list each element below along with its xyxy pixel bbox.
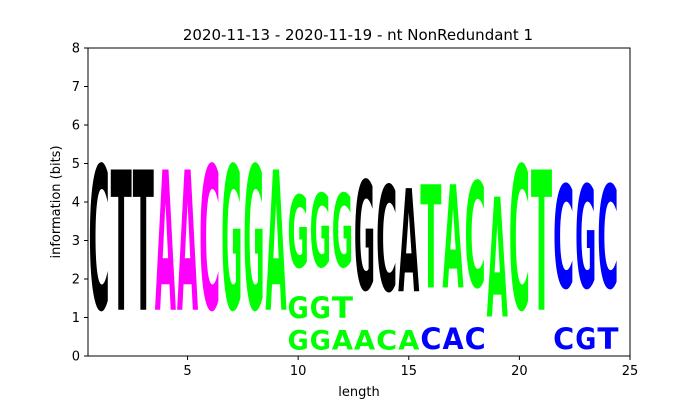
logo-letter-c: C bbox=[376, 325, 397, 356]
logo-letter-c: C bbox=[376, 156, 397, 325]
logo-letter-g: G bbox=[221, 126, 242, 356]
logo-letter-c: C bbox=[597, 157, 618, 322]
logo-letter-t: T bbox=[332, 292, 353, 326]
y-tick-label: 3 bbox=[72, 234, 80, 249]
logo-letter-g: G bbox=[354, 151, 375, 325]
logo-letter-a: A bbox=[354, 326, 375, 356]
logo-letter-g: G bbox=[310, 175, 331, 291]
y-tick-label: 5 bbox=[72, 157, 80, 172]
logo-letter-c: C bbox=[509, 127, 530, 357]
x-tick-label: 20 bbox=[511, 364, 528, 379]
x-axis-ticks: 5 10 15 20 25 bbox=[183, 356, 638, 379]
logo-letter-a: A bbox=[442, 157, 463, 322]
logo-letter-a: A bbox=[332, 326, 353, 356]
logo-letter-t: T bbox=[133, 131, 154, 356]
y-tick-label: 8 bbox=[72, 42, 80, 57]
logo-letter-c: C bbox=[199, 127, 220, 357]
x-axis-label: length bbox=[338, 385, 379, 400]
logo-letter-c: C bbox=[553, 157, 574, 322]
logo-letter-g: G bbox=[310, 326, 331, 356]
logo-letter-a: A bbox=[398, 326, 419, 356]
x-tick-label: 10 bbox=[290, 364, 307, 379]
y-axis-label: information (bits) bbox=[49, 145, 64, 258]
logo-letter-t: T bbox=[531, 131, 552, 356]
logo-letter-a: A bbox=[155, 132, 176, 356]
logo-letter-c: C bbox=[420, 322, 441, 356]
y-tick-label: 6 bbox=[72, 119, 80, 134]
logo-letter-a: A bbox=[177, 132, 198, 356]
logo-letter-c: C bbox=[465, 152, 486, 321]
logo-letter-t: T bbox=[420, 158, 441, 322]
logo-letter-a: A bbox=[265, 132, 286, 356]
logo-letter-a: A bbox=[398, 161, 419, 326]
y-axis-ticks: 0 1 2 3 4 5 6 7 8 bbox=[72, 42, 88, 365]
y-tick-label: 1 bbox=[72, 311, 80, 326]
y-tick-label: 7 bbox=[72, 80, 80, 95]
logo-letter-g: G bbox=[310, 290, 331, 325]
logo-letter-t: T bbox=[597, 322, 618, 356]
logo-letter-c: C bbox=[465, 322, 486, 356]
logo-letter-g: G bbox=[575, 321, 596, 356]
y-tick-label: 4 bbox=[72, 196, 80, 211]
x-tick-label: 25 bbox=[622, 364, 639, 379]
logo-letter-g: G bbox=[288, 326, 309, 356]
x-tick-label: 5 bbox=[183, 364, 191, 379]
logo-letter-g: G bbox=[288, 177, 309, 292]
chart-title: 2020-11-13 - 2020-11-19 - nt NonRedundan… bbox=[183, 26, 533, 44]
logo-letter-a: A bbox=[487, 164, 508, 355]
logo-letter-g: G bbox=[243, 126, 264, 356]
logo-letter-a: A bbox=[442, 322, 463, 356]
logo-letter-c: C bbox=[89, 127, 110, 357]
logo-letter-t: T bbox=[111, 131, 132, 356]
logo-letter-g: G bbox=[575, 157, 596, 321]
y-tick-label: 2 bbox=[72, 273, 80, 288]
logo-letter-g: G bbox=[332, 175, 353, 291]
x-tick-label: 15 bbox=[401, 364, 418, 379]
logo-letter-c: C bbox=[553, 322, 574, 356]
logo-letter-g: G bbox=[288, 290, 309, 325]
y-tick-label: 0 bbox=[72, 350, 80, 365]
